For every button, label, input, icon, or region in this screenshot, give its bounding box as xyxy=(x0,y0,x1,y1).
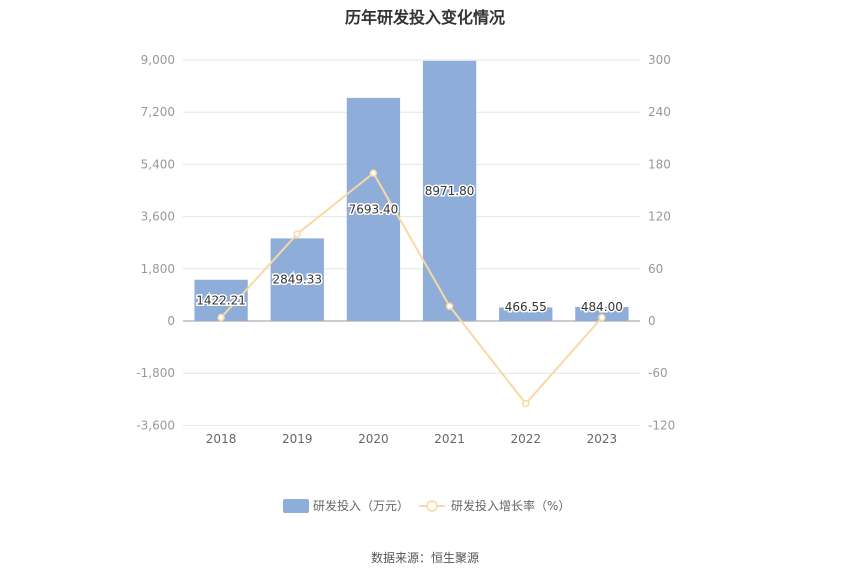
line-point xyxy=(217,313,225,322)
legend-line-label: 研发投入增长率（%） xyxy=(451,498,570,513)
left-axis-tick-label: -1,800 xyxy=(136,366,175,380)
left-axis-tick-label: 9,000 xyxy=(141,53,175,67)
source-note: 数据来源：恒生聚源 xyxy=(370,551,479,565)
right-axis-tick-label: 300 xyxy=(648,53,671,67)
x-axis-tick-label: 2019 xyxy=(282,432,313,446)
right-axis-tick-label: -120 xyxy=(648,418,675,432)
bar xyxy=(422,60,477,321)
right-axis-tick-label: 120 xyxy=(648,210,671,224)
line-point xyxy=(293,230,301,238)
bar-data-label: 466.55 xyxy=(505,300,547,314)
bar-data-label: 484.00 xyxy=(581,300,623,314)
legend-line-marker xyxy=(426,500,438,512)
bar xyxy=(499,307,553,321)
line-point xyxy=(369,169,378,177)
x-axis-tick-label: 2023 xyxy=(587,432,618,446)
line-point xyxy=(522,399,530,408)
bar-data-label: 8971.80 xyxy=(425,184,475,198)
right-axis-tick-label: 240 xyxy=(648,105,671,119)
x-axis-tick-label: 2020 xyxy=(358,432,389,446)
left-axis-ticks: 9,000 7,200 5,400 3,600 1,800 0 -1,800 -3,600 xyxy=(136,53,175,432)
data-labels: 1422.21 2849.33 7693.40 8971.80 466.55 484.00 xyxy=(195,182,625,315)
x-axis-tick-label: 2021 xyxy=(434,432,465,446)
right-axis-tick-label: 60 xyxy=(648,262,663,276)
x-axis-tick-label: 2022 xyxy=(510,432,541,446)
bar xyxy=(346,97,401,321)
left-axis-tick-label: 3,600 xyxy=(141,210,175,224)
legend-bar-label: 研发投入（万元） xyxy=(313,498,409,513)
left-axis-tick-label: 7,200 xyxy=(141,105,175,119)
bar-data-label: 2849.33 xyxy=(272,273,322,287)
right-axis-tick-label: -60 xyxy=(648,366,668,380)
right-axis-tick-label: 180 xyxy=(648,157,671,171)
x-axis-tick-label: 2018 xyxy=(206,432,237,446)
line-series xyxy=(217,169,606,408)
line-point xyxy=(598,313,606,322)
bar-series xyxy=(194,60,629,321)
legend-bar-swatch xyxy=(283,499,309,513)
growth-rate-line xyxy=(220,171,603,406)
legend: 研发投入（万元） 研发投入增长率（%） xyxy=(283,498,570,513)
left-axis-tick-label: 1,800 xyxy=(141,262,175,276)
x-axis-ticks: 2018 2019 2020 2021 2022 2023 xyxy=(206,432,617,446)
grid-lines xyxy=(183,59,640,426)
left-axis-tick-label: 0 xyxy=(167,314,175,328)
line-point xyxy=(445,302,454,310)
bar-data-label: 7693.40 xyxy=(349,202,399,216)
right-axis-tick-label: 0 xyxy=(648,314,656,328)
chart-title: 历年研发投入变化情况 xyxy=(344,8,505,27)
bar-data-label: 1422.21 xyxy=(196,293,246,307)
left-axis-tick-label: -3,600 xyxy=(136,418,175,432)
right-axis-ticks: 300 240 180 120 60 0 -60 -120 xyxy=(648,53,675,432)
left-axis-tick-label: 5,400 xyxy=(141,157,175,171)
